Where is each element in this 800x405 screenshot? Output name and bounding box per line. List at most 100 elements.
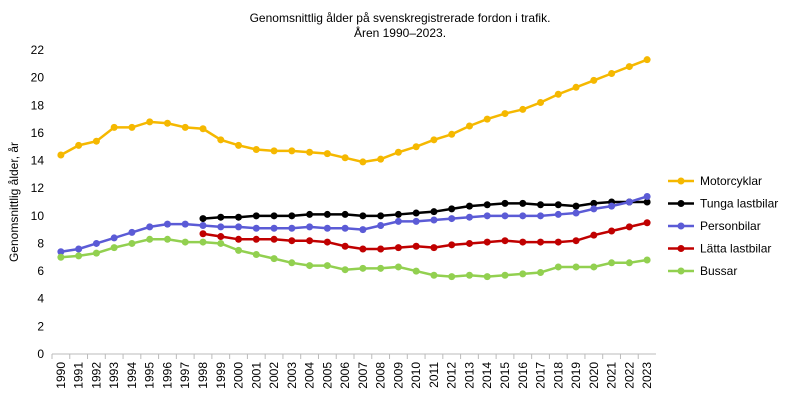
data-point — [199, 230, 207, 238]
data-point — [537, 268, 545, 276]
data-point — [235, 223, 243, 231]
data-point — [394, 148, 402, 156]
data-point — [359, 245, 367, 253]
data-point — [146, 118, 154, 126]
data-point — [217, 223, 225, 231]
data-point — [590, 231, 598, 239]
y-tick-label: 10 — [31, 209, 45, 223]
data-point — [394, 244, 402, 252]
data-point — [430, 244, 438, 252]
data-point — [181, 238, 189, 246]
data-point — [519, 105, 527, 113]
x-tick-label: 2000 — [232, 362, 246, 389]
data-point — [288, 212, 296, 220]
data-point — [341, 210, 349, 218]
x-tick-label: 1997 — [178, 362, 192, 389]
x-tick-label: 2011 — [427, 362, 441, 388]
data-point — [146, 223, 154, 231]
data-point — [323, 150, 331, 158]
data-point — [377, 245, 385, 253]
data-point — [554, 263, 562, 271]
data-point — [554, 90, 562, 98]
data-point — [448, 273, 456, 281]
data-point — [465, 202, 473, 210]
x-tick-label: 1995 — [143, 362, 157, 389]
data-point — [163, 235, 171, 243]
data-point — [270, 235, 278, 243]
data-point — [430, 216, 438, 224]
data-point — [377, 212, 385, 220]
data-point — [217, 239, 225, 247]
data-point — [519, 270, 527, 278]
data-point — [448, 215, 456, 223]
data-point — [359, 158, 367, 166]
x-tick-label: 1998 — [196, 362, 210, 389]
x-tick-label: 2015 — [498, 362, 512, 389]
y-tick-label: 8 — [37, 236, 44, 250]
series-line — [60, 195, 648, 253]
y-tick-label: 0 — [37, 347, 44, 361]
y-axis-label: Genomsnittlig ålder, år — [7, 142, 21, 262]
data-point — [572, 202, 580, 210]
data-point — [341, 242, 349, 250]
data-point — [359, 212, 367, 220]
data-point — [341, 224, 349, 232]
data-point — [359, 226, 367, 234]
y-tick-label: 2 — [37, 319, 44, 333]
data-point — [235, 246, 243, 254]
x-tick-label: 2002 — [267, 362, 281, 389]
data-point — [430, 271, 438, 279]
data-point — [128, 228, 136, 236]
data-point — [75, 245, 83, 253]
data-point — [483, 201, 491, 209]
data-point — [590, 199, 598, 207]
data-point — [501, 237, 509, 245]
data-point — [128, 239, 136, 247]
x-tick-label: 2005 — [320, 362, 334, 389]
data-point — [430, 136, 438, 144]
data-point — [341, 266, 349, 274]
data-point — [217, 136, 225, 144]
x-tick-label: 1992 — [89, 362, 103, 389]
x-tick-label: 2016 — [516, 362, 530, 389]
data-point — [57, 248, 65, 256]
data-point — [412, 242, 420, 250]
data-point — [199, 238, 207, 246]
data-point — [590, 76, 598, 84]
legend-label: Bussar — [700, 264, 737, 278]
data-point — [519, 199, 527, 207]
data-point — [323, 238, 331, 246]
data-point — [128, 123, 136, 131]
data-point — [501, 212, 509, 220]
data-point — [323, 262, 331, 270]
x-tick-label: 2020 — [587, 362, 601, 389]
data-point — [501, 271, 509, 279]
x-tick-label: 2022 — [622, 362, 636, 389]
data-point — [394, 210, 402, 218]
data-point — [92, 137, 100, 145]
data-point — [465, 122, 473, 130]
data-point — [306, 210, 314, 218]
legend-swatch-dot — [677, 245, 685, 252]
data-point — [465, 239, 473, 247]
data-point — [554, 201, 562, 209]
legend-swatch-dot — [677, 222, 685, 230]
data-point — [590, 263, 598, 271]
data-point — [430, 208, 438, 216]
data-point — [306, 223, 314, 231]
data-point — [554, 238, 562, 246]
x-tick-label: 2010 — [409, 362, 423, 389]
data-point — [572, 83, 580, 91]
data-point — [235, 213, 243, 221]
x-tick-label: 2013 — [462, 362, 476, 389]
data-point — [643, 192, 651, 200]
data-point — [57, 151, 65, 159]
data-point — [608, 259, 616, 267]
data-point — [92, 249, 100, 257]
x-tick-label: 2012 — [445, 362, 459, 389]
y-tick-label: 16 — [31, 126, 45, 140]
y-tick-label: 12 — [31, 181, 45, 195]
y-tick-label: 4 — [37, 292, 44, 306]
data-point — [537, 99, 545, 107]
